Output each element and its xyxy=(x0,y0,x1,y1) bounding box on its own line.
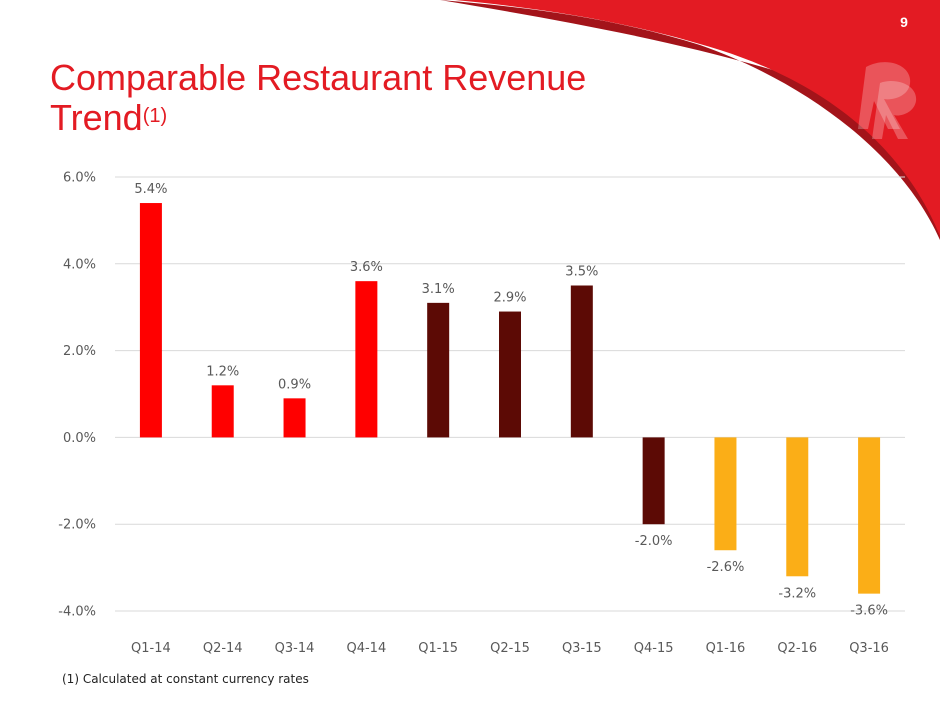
bar xyxy=(499,311,521,438)
header-swoosh xyxy=(440,0,940,240)
title-footnote-marker: (1) xyxy=(142,105,168,127)
x-category-label: Q2-15 xyxy=(490,641,530,656)
bar xyxy=(283,398,306,438)
bar xyxy=(139,203,162,438)
bar xyxy=(858,437,881,594)
swoosh-main xyxy=(455,0,940,236)
data-label: 5.4% xyxy=(134,182,167,197)
slide-title: Comparable Restaurant Revenue Trend(1) xyxy=(50,58,650,138)
x-category-label: Q3-16 xyxy=(849,641,889,656)
y-tick-label: 4.0% xyxy=(63,257,96,272)
x-category-label: Q4-14 xyxy=(346,641,386,656)
rr-logo xyxy=(858,62,917,139)
bar xyxy=(786,437,809,577)
x-category-label: Q2-16 xyxy=(777,641,817,656)
y-tick-label: 2.0% xyxy=(63,344,96,359)
title-text: Comparable Restaurant Revenue Trend xyxy=(50,57,587,138)
x-category-label: Q1-14 xyxy=(131,641,171,656)
data-label: -2.6% xyxy=(707,560,745,575)
data-label: 3.1% xyxy=(422,282,455,297)
y-tick-label: 0.0% xyxy=(63,431,96,446)
swoosh-dark-edge xyxy=(440,0,940,240)
data-label: 3.6% xyxy=(350,260,383,275)
x-category-label: Q4-15 xyxy=(634,641,674,656)
y-tick-label: -4.0% xyxy=(58,605,96,620)
bar xyxy=(211,385,234,438)
x-category-label: Q3-14 xyxy=(275,641,315,656)
x-category-label: Q1-16 xyxy=(706,641,746,656)
data-label: 2.9% xyxy=(493,291,526,306)
data-label: -2.0% xyxy=(635,534,673,549)
y-tick-label: -2.0% xyxy=(58,518,96,533)
bar xyxy=(355,281,378,438)
bar xyxy=(570,285,593,438)
data-label: -3.6% xyxy=(850,604,888,619)
footnote: (1) Calculated at constant currency rate… xyxy=(62,672,309,686)
data-label: -3.2% xyxy=(778,586,816,601)
data-label: 0.9% xyxy=(278,377,311,392)
x-category-label: Q1-15 xyxy=(418,641,458,656)
page-number: 9 xyxy=(900,14,908,30)
data-label: 3.5% xyxy=(565,265,598,280)
bar xyxy=(642,437,665,525)
y-tick-label: 6.0% xyxy=(63,171,96,186)
data-label: 1.2% xyxy=(206,364,239,379)
bar xyxy=(714,437,737,551)
x-category-label: Q3-15 xyxy=(562,641,602,656)
bar xyxy=(427,302,450,438)
x-category-label: Q2-14 xyxy=(203,641,243,656)
